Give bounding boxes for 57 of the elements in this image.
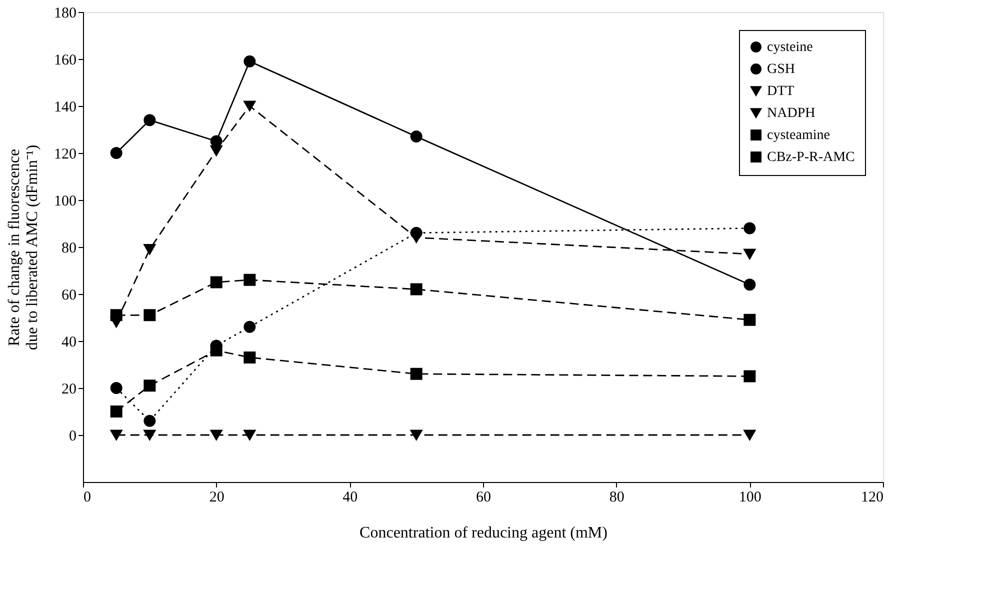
point (244, 351, 256, 364)
point (110, 406, 122, 418)
point (144, 244, 156, 255)
y-axis-title: Rate of change in fluorescence due to liberated AMC (dFmin⁻¹) (6, 144, 41, 350)
point (110, 430, 122, 440)
point (244, 320, 256, 333)
y-tick-label: 0 (69, 428, 76, 444)
y-tick-label: 180 (54, 6, 76, 22)
legend-label: GSH (767, 62, 796, 77)
y-tick-label: 160 (54, 52, 76, 68)
point (744, 278, 756, 291)
x-tick-label: 60 (476, 490, 491, 506)
x-tick-label: 20 (209, 490, 224, 506)
point (244, 274, 256, 286)
x-tick-label: 120 (861, 490, 884, 506)
point (144, 114, 156, 126)
legend-label: CBz-P-R-AMC (767, 150, 855, 165)
point (744, 430, 756, 440)
point (210, 430, 222, 440)
point (410, 430, 422, 440)
point (210, 145, 222, 156)
point (210, 344, 222, 356)
legend-label: DTT (767, 84, 795, 99)
point (410, 368, 422, 380)
point (244, 100, 256, 112)
point (110, 382, 122, 394)
point (110, 147, 122, 159)
legend-label: cysteine (767, 40, 813, 55)
point (244, 55, 256, 68)
y-tick-label: 80 (62, 240, 76, 256)
y-tick-label: 120 (54, 146, 76, 162)
point (244, 430, 256, 440)
y-tick-label: 100 (54, 194, 76, 210)
y-tick-label: 140 (54, 100, 76, 116)
x-tick-label: 80 (609, 490, 624, 506)
point (744, 222, 756, 234)
y-tick-label: 40 (62, 334, 76, 350)
point (410, 232, 422, 243)
point (144, 380, 156, 392)
point (410, 283, 422, 296)
x-tick-label: 100 (738, 490, 762, 506)
y-tick-label: 60 (62, 288, 76, 304)
legend-label: NADPH (767, 106, 816, 121)
x-axis-title: Concentration of reducing agent (mM) (360, 524, 608, 542)
x-tick-label: 40 (342, 490, 358, 506)
point (144, 309, 156, 322)
point (144, 414, 156, 427)
point (410, 130, 422, 143)
point (744, 370, 756, 382)
point (210, 276, 222, 288)
point (744, 248, 756, 260)
point (744, 314, 756, 326)
point (144, 430, 156, 440)
y-tick-label: 20 (62, 382, 76, 398)
legend-label: cysteamine (767, 128, 830, 143)
point (110, 309, 122, 322)
x-tick-label: 0 (84, 490, 91, 506)
